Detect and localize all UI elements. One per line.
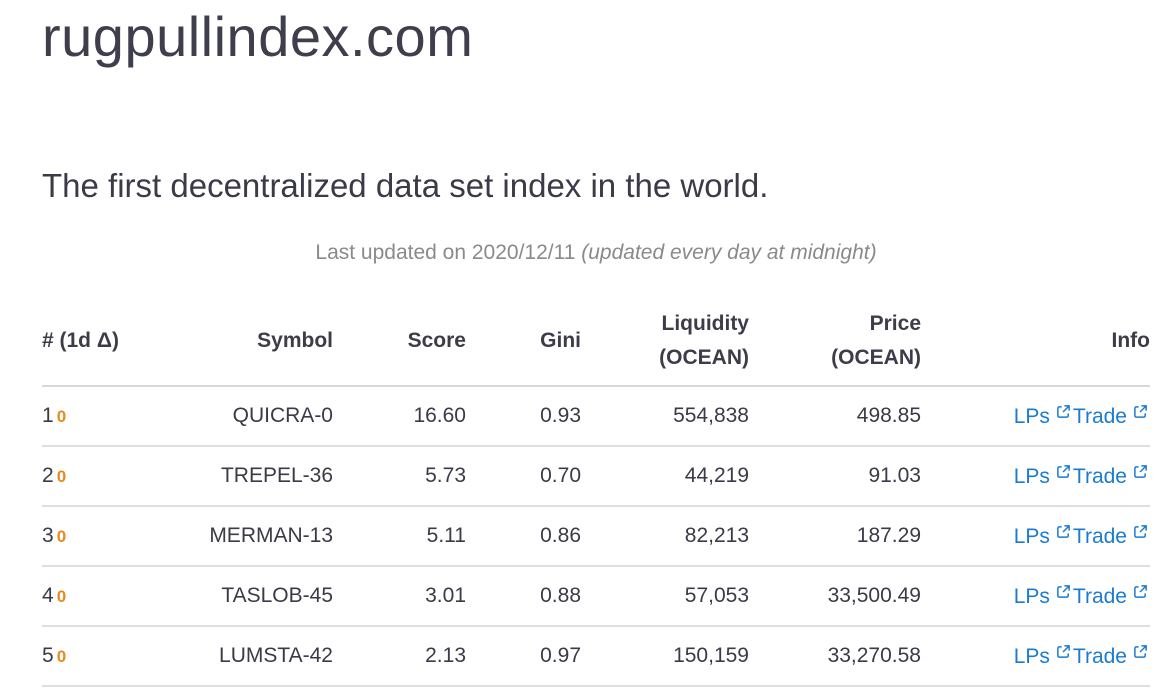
header-gini: Gini (466, 296, 581, 387)
gini-cell: 0.88 (466, 566, 581, 627)
score-cell: 5.73 (333, 446, 466, 507)
gini-cell: 0.93 (466, 386, 581, 447)
external-link-icon (1133, 404, 1148, 419)
price-cell: 498.85 (749, 386, 921, 447)
rank-delta: 0 (56, 527, 67, 546)
info-cell: LPs Trade (921, 626, 1150, 687)
index-table: # (1d Δ) Symbol Score Gini Liquidity (OC… (42, 296, 1150, 687)
last-updated-date: Last updated on 2020/12/11 (315, 241, 576, 264)
header-liquidity-line2: (OCEAN) (659, 345, 749, 369)
header-price-line1: Price (869, 311, 921, 335)
price-cell: 187.29 (749, 506, 921, 567)
lps-link[interactable]: LPs (1014, 405, 1073, 428)
trade-link-label: Trade (1072, 524, 1127, 548)
rank-value: 5 (42, 644, 54, 667)
lps-link[interactable]: LPs (1014, 645, 1073, 668)
external-link-icon (1056, 644, 1071, 659)
info-cell: LPs Trade (921, 506, 1150, 567)
trade-link[interactable]: Trade (1073, 465, 1150, 488)
lps-link-label: LPs (1013, 584, 1050, 608)
rank-delta: 0 (56, 647, 67, 666)
lps-link-label: LPs (1013, 464, 1050, 488)
header-rank: # (1d Δ) (42, 296, 137, 387)
trade-link-label: Trade (1072, 464, 1127, 488)
score-cell: 5.11 (333, 506, 466, 567)
gini-cell: 0.86 (466, 506, 581, 567)
external-link-icon (1056, 464, 1071, 479)
lps-link-label: LPs (1013, 644, 1050, 668)
symbol-cell: LUMSTA-42 (137, 626, 333, 687)
score-cell: 16.60 (333, 386, 466, 447)
liquidity-cell: 150,159 (581, 626, 749, 687)
trade-link-label: Trade (1072, 404, 1127, 428)
rank-delta: 0 (56, 587, 67, 606)
info-cell: LPs Trade (921, 446, 1150, 507)
lps-link[interactable]: LPs (1014, 525, 1073, 548)
update-frequency-note: (updated every day at midnight) (581, 241, 877, 264)
symbol-cell: QUICRA-0 (137, 386, 333, 447)
trade-link[interactable]: Trade (1073, 645, 1150, 668)
score-cell: 3.01 (333, 566, 466, 627)
lps-link[interactable]: LPs (1014, 585, 1073, 608)
header-price: Price (OCEAN) (749, 296, 921, 387)
header-liquidity: Liquidity (OCEAN) (581, 296, 750, 387)
last-updated-text: Last updated on 2020/12/11 (updated ever… (0, 240, 1176, 266)
symbol-cell: TREPEL-36 (137, 446, 333, 507)
external-link-icon (1133, 584, 1148, 599)
gini-cell: 0.70 (466, 446, 581, 507)
page-subtitle: The first decentralized data set index i… (42, 167, 769, 204)
rank-value: 3 (42, 524, 54, 547)
trade-link-label: Trade (1072, 584, 1127, 608)
trade-link[interactable]: Trade (1073, 585, 1150, 608)
external-link-icon (1133, 524, 1148, 539)
rank-value: 1 (42, 404, 54, 427)
score-cell: 2.13 (333, 626, 466, 687)
liquidity-cell: 44,219 (581, 446, 749, 507)
lps-link-label: LPs (1013, 404, 1050, 428)
price-cell: 33,500.49 (749, 566, 921, 627)
header-liquidity-line1: Liquidity (661, 311, 750, 335)
header-symbol: Symbol (137, 296, 333, 387)
lps-link[interactable]: LPs (1014, 465, 1073, 488)
trade-link[interactable]: Trade (1073, 525, 1150, 548)
table-header-row: # (1d Δ) Symbol Score Gini Liquidity (OC… (42, 296, 1150, 387)
liquidity-cell: 57,053 (581, 566, 749, 627)
rank-delta: 0 (56, 407, 67, 426)
liquidity-cell: 554,838 (581, 386, 749, 447)
trade-link-label: Trade (1072, 644, 1127, 668)
symbol-cell: MERMAN-13 (137, 506, 333, 567)
rank-value: 2 (42, 464, 54, 487)
info-cell: LPs Trade (921, 386, 1150, 447)
header-price-line2: (OCEAN) (831, 345, 921, 369)
price-cell: 91.03 (749, 446, 921, 507)
external-link-icon (1133, 464, 1148, 479)
external-link-icon (1133, 644, 1148, 659)
external-link-icon (1056, 524, 1071, 539)
info-cell: LPs Trade (921, 566, 1150, 627)
liquidity-cell: 82,213 (581, 506, 749, 567)
site-title: rugpullindex.com (42, 5, 474, 68)
symbol-cell: TASLOB-45 (137, 566, 333, 627)
trade-link[interactable]: Trade (1073, 405, 1150, 428)
gini-cell: 0.97 (466, 626, 581, 687)
price-cell: 33,270.58 (749, 626, 921, 687)
external-link-icon (1056, 584, 1071, 599)
external-link-icon (1056, 404, 1071, 419)
lps-link-label: LPs (1013, 524, 1050, 548)
rank-value: 4 (42, 584, 54, 607)
header-score: Score (333, 296, 466, 387)
rank-delta: 0 (56, 467, 67, 486)
header-info: Info (921, 296, 1150, 387)
